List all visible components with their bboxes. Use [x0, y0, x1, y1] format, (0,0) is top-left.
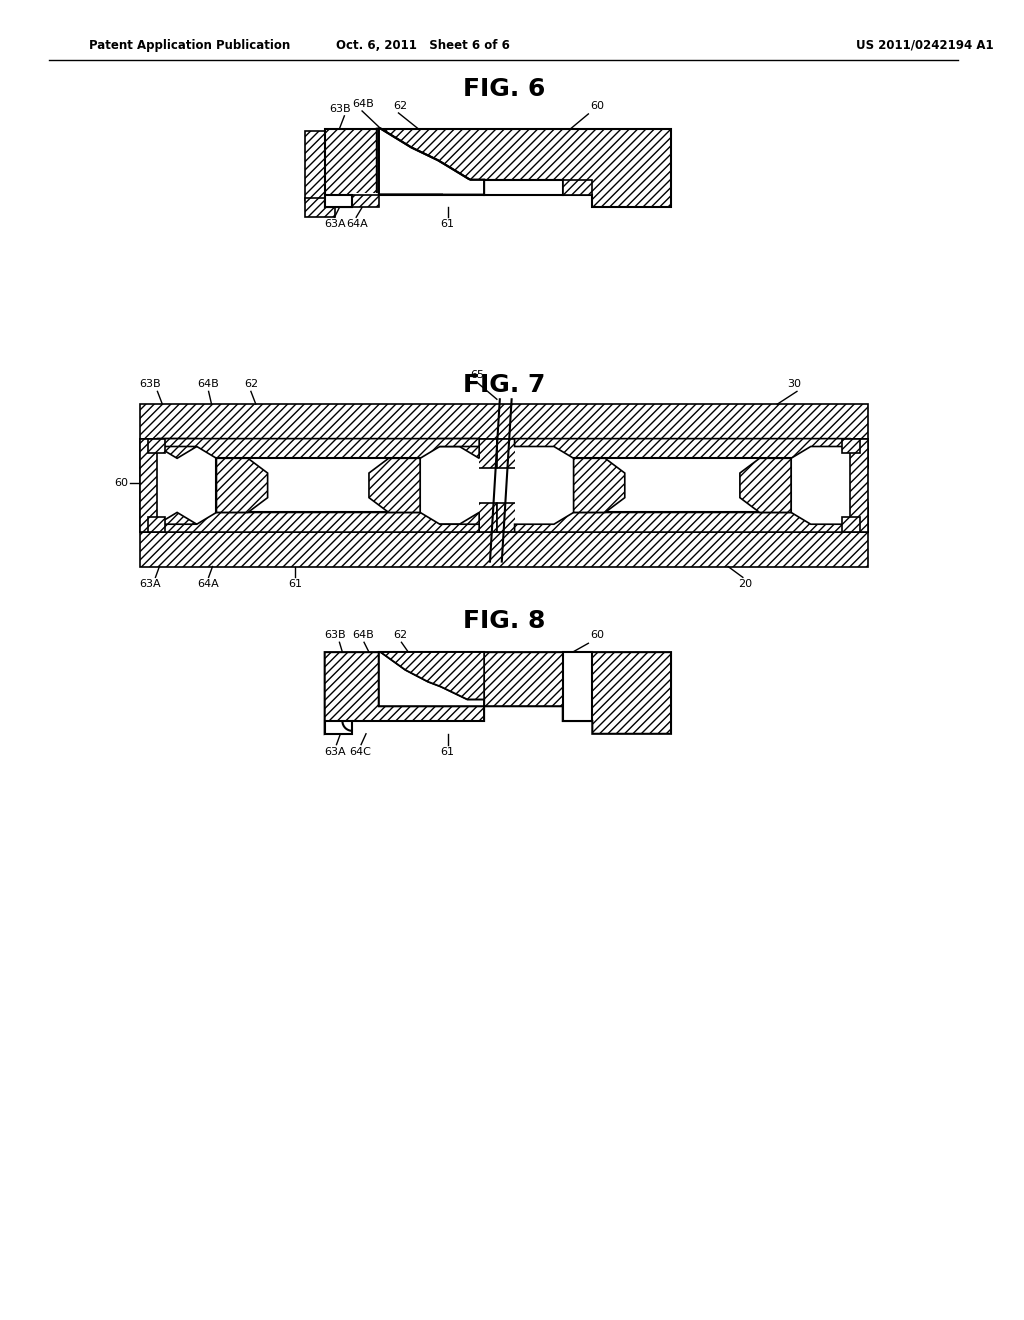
Text: 61: 61: [440, 219, 455, 230]
Text: 64A: 64A: [197, 579, 218, 589]
Polygon shape: [379, 128, 484, 194]
Polygon shape: [139, 469, 158, 503]
Polygon shape: [439, 512, 479, 532]
Polygon shape: [439, 438, 479, 458]
Bar: [305, 131, 359, 199]
Bar: [139, 404, 867, 438]
Text: 64B: 64B: [352, 99, 374, 110]
Bar: [352, 193, 379, 207]
Text: 63B: 63B: [139, 379, 162, 389]
Polygon shape: [369, 458, 420, 512]
Polygon shape: [377, 128, 484, 194]
Polygon shape: [379, 652, 484, 706]
Text: 61: 61: [288, 579, 302, 589]
Text: 63B: 63B: [330, 104, 351, 114]
Text: 62: 62: [244, 379, 258, 389]
Polygon shape: [158, 512, 197, 532]
Polygon shape: [139, 438, 497, 469]
Text: 60: 60: [114, 478, 128, 488]
Text: 60: 60: [591, 102, 604, 111]
Polygon shape: [497, 503, 867, 532]
Polygon shape: [379, 652, 484, 706]
Text: 63A: 63A: [325, 219, 346, 230]
Bar: [442, 180, 484, 194]
Text: 30: 30: [787, 379, 801, 389]
Polygon shape: [158, 438, 479, 532]
Text: 20: 20: [738, 579, 752, 589]
Bar: [325, 190, 352, 207]
Text: FIG. 8: FIG. 8: [463, 609, 545, 632]
Text: 65: 65: [470, 370, 484, 380]
Polygon shape: [842, 517, 860, 532]
Polygon shape: [216, 458, 420, 512]
Polygon shape: [139, 503, 497, 532]
Text: FIG. 6: FIG. 6: [463, 78, 545, 102]
Polygon shape: [379, 652, 484, 700]
Bar: [484, 128, 563, 180]
Text: 62: 62: [393, 631, 408, 640]
Polygon shape: [147, 438, 165, 453]
Polygon shape: [325, 194, 352, 207]
Polygon shape: [352, 194, 379, 207]
Polygon shape: [158, 512, 479, 532]
Polygon shape: [158, 438, 197, 458]
Text: 60: 60: [591, 631, 604, 640]
Bar: [139, 532, 867, 566]
Text: FIG. 7: FIG. 7: [463, 372, 545, 396]
Polygon shape: [842, 438, 860, 453]
Text: 64B: 64B: [197, 379, 218, 389]
Polygon shape: [515, 512, 850, 532]
Text: 63A: 63A: [325, 747, 346, 756]
Bar: [305, 198, 335, 218]
Bar: [484, 177, 592, 194]
Polygon shape: [563, 652, 592, 721]
Polygon shape: [484, 180, 563, 194]
Text: US 2011/0242194 A1: US 2011/0242194 A1: [856, 38, 993, 51]
Text: Oct. 6, 2011   Sheet 6 of 6: Oct. 6, 2011 Sheet 6 of 6: [336, 38, 510, 51]
Polygon shape: [139, 438, 158, 532]
Text: 64A: 64A: [346, 219, 368, 230]
Polygon shape: [573, 458, 792, 512]
Polygon shape: [442, 180, 484, 194]
Polygon shape: [563, 180, 592, 194]
Text: 62: 62: [393, 102, 408, 111]
Polygon shape: [850, 438, 867, 532]
Polygon shape: [325, 721, 352, 734]
Bar: [325, 128, 379, 193]
Polygon shape: [497, 438, 867, 469]
Text: 61: 61: [440, 747, 455, 756]
Polygon shape: [325, 652, 671, 734]
Polygon shape: [515, 438, 850, 458]
Polygon shape: [740, 458, 792, 512]
Text: 64B: 64B: [352, 631, 374, 640]
Bar: [592, 128, 671, 194]
Polygon shape: [147, 517, 165, 532]
Text: 63A: 63A: [139, 579, 162, 589]
Text: 64C: 64C: [349, 747, 371, 756]
Polygon shape: [573, 458, 625, 512]
Text: 63B: 63B: [325, 631, 346, 640]
Polygon shape: [325, 128, 671, 207]
Text: Patent Application Publication: Patent Application Publication: [88, 38, 290, 51]
Polygon shape: [515, 438, 850, 532]
Polygon shape: [216, 458, 267, 512]
Polygon shape: [377, 128, 484, 194]
Bar: [563, 128, 592, 180]
Polygon shape: [158, 438, 479, 458]
